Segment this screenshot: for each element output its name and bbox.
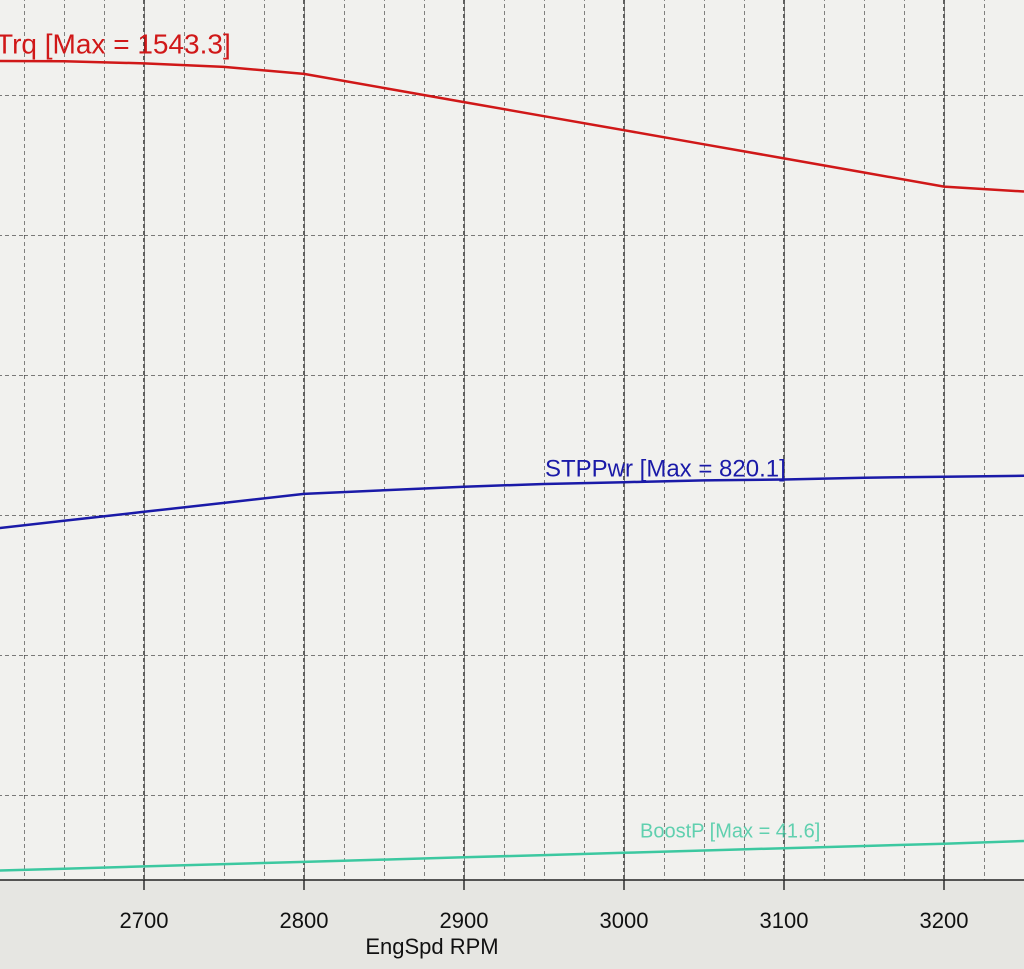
series-label: BoostP [Max = 41.6] xyxy=(640,820,820,842)
x-tick-label: 2700 xyxy=(120,908,169,933)
series-line xyxy=(0,839,1024,872)
series-label: STPPwr [Max = 820.1] xyxy=(545,455,786,482)
x-tick-label: 3000 xyxy=(600,908,649,933)
minor-grid xyxy=(0,0,1024,880)
x-tick-label: 3100 xyxy=(760,908,809,933)
series-line xyxy=(0,474,1024,530)
series-line xyxy=(0,59,1024,193)
x-tick-label: 2900 xyxy=(440,908,489,933)
x-tick-label: 3200 xyxy=(920,908,969,933)
x-tick-label: 2800 xyxy=(280,908,329,933)
x-axis-label: EngSpd RPM xyxy=(365,934,498,959)
series-label: Trq [Max = 1543.3] xyxy=(0,28,231,59)
